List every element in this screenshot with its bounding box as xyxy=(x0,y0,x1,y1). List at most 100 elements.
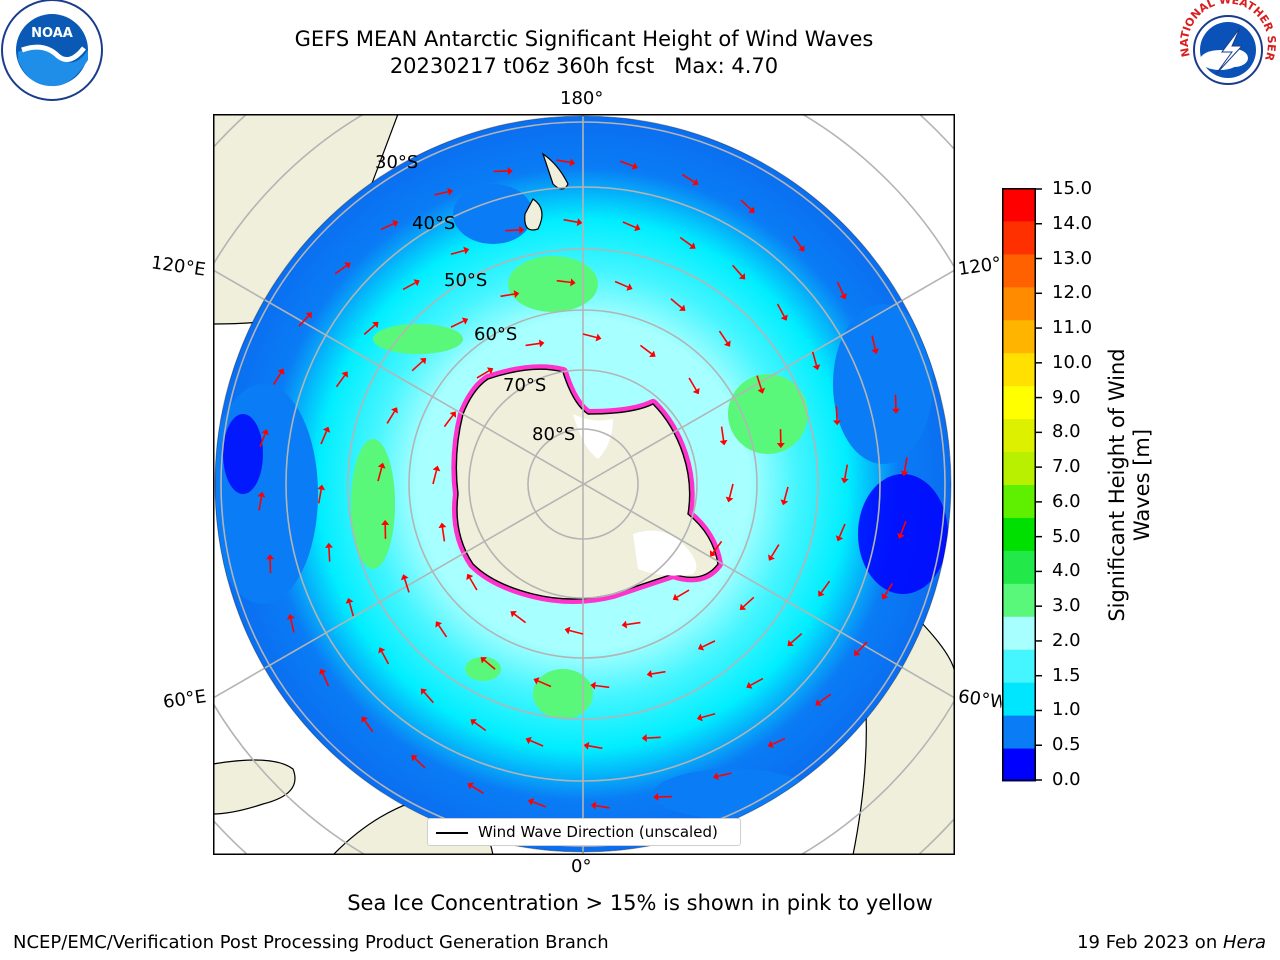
wind-wave-arrows xyxy=(257,158,909,810)
wind-arrow-shaft xyxy=(450,320,464,328)
wind-arrow-head xyxy=(344,262,351,269)
colorbar-tick-label: 1.0 xyxy=(1052,699,1081,721)
wind-arrow-head xyxy=(815,699,822,706)
wind-arrow-head xyxy=(719,439,728,446)
new-zealand-landmass xyxy=(524,152,569,231)
wind-arrow-head xyxy=(466,573,474,581)
wind-arrow-head xyxy=(564,626,571,635)
wind-arrow-head xyxy=(646,670,653,678)
wind-arrow-head xyxy=(839,293,847,300)
wind-arrow-head xyxy=(432,465,441,472)
wind-arrow-head xyxy=(748,206,755,213)
wind-arrow-shaft xyxy=(414,757,426,769)
wind-arrow-shaft xyxy=(381,651,390,665)
wind-arrow-shaft xyxy=(614,280,629,288)
wind-arrow-shaft xyxy=(469,577,478,591)
wind-arrow-shaft xyxy=(670,298,683,309)
colorbar-tick-label: 10.0 xyxy=(1052,351,1093,373)
wind-arrow-shaft xyxy=(473,721,487,732)
wind-arrow-shaft xyxy=(838,523,846,538)
colorbar-segment xyxy=(1002,418,1036,453)
lat-label-80s: 80°S xyxy=(532,424,576,445)
wind-arrow-shaft xyxy=(476,370,490,379)
wind-arrow-head xyxy=(525,736,532,745)
wind-arrow-shaft xyxy=(702,640,716,648)
lon-label-bottom: 0° xyxy=(571,856,592,877)
wind-arrow-shaft xyxy=(835,406,838,421)
colorbar-tick-label: 6.0 xyxy=(1052,490,1081,512)
wind-arrow-shaft xyxy=(317,489,322,504)
colorbar-tick-label: 11.0 xyxy=(1052,317,1093,339)
colorbar-tick-label: 13.0 xyxy=(1052,247,1093,269)
colorbar-segment xyxy=(1002,616,1036,650)
colorbar-segment xyxy=(1002,517,1036,551)
wind-arrow-shaft xyxy=(363,719,374,733)
wind-arrow-shaft xyxy=(513,613,527,624)
wind-arrow-shaft xyxy=(792,235,803,249)
wind-arrow-head xyxy=(840,477,849,484)
map-legend: Wind Wave Direction (unscaled) xyxy=(427,818,741,846)
wind-arrow-head xyxy=(319,668,327,675)
wind-arrow-head xyxy=(400,574,409,581)
footer-host: Hera xyxy=(1222,932,1266,953)
wind-arrow-head xyxy=(692,178,699,186)
wind-arrow-head xyxy=(725,496,734,503)
wind-arrow-head xyxy=(780,314,788,321)
wind-arrow-shaft xyxy=(701,712,716,719)
wind-arrow-shaft xyxy=(402,282,416,291)
colorbar-segment xyxy=(1002,451,1036,485)
colorbar-segment xyxy=(1002,352,1036,387)
wind-arrow-head xyxy=(776,442,785,449)
wind-arrow-head xyxy=(595,333,602,342)
wind-arrow-shaft xyxy=(335,374,346,388)
wind-arrow-shaft xyxy=(569,629,584,635)
wind-arrow-shaft xyxy=(790,633,803,644)
wind-arrow-shaft xyxy=(856,641,868,653)
colorbar-title-line-1: Significant Height of Wind xyxy=(1105,348,1129,622)
colorbar-segment xyxy=(1002,484,1036,518)
wind-arrow-head xyxy=(900,470,909,477)
wind-arrow-head xyxy=(897,532,905,539)
wind-arrow-head xyxy=(812,364,821,371)
wind-arrow-head xyxy=(697,643,705,651)
wind-arrow-shaft xyxy=(582,333,597,339)
wind-arrow-head xyxy=(818,590,825,597)
wind-arrow-head xyxy=(463,246,470,255)
wind-arrow-head xyxy=(871,348,880,355)
lon-label-upper-left: 120°E xyxy=(149,252,207,281)
wind-arrow-shaft xyxy=(556,279,571,284)
wind-arrow-shaft xyxy=(588,745,603,750)
wind-arrow-shaft xyxy=(258,496,263,511)
sea-ice-note: Sea Ice Concentration > 15% is shown in … xyxy=(347,891,933,915)
lat-label-60s: 60°S xyxy=(474,324,518,345)
wind-arrow-shaft xyxy=(411,360,424,372)
wind-arrow-head xyxy=(480,657,487,664)
wind-arrow-shaft xyxy=(820,580,831,594)
wind-arrow-head xyxy=(449,411,457,418)
wind-arrow-head xyxy=(689,242,696,249)
wind-arrow-head xyxy=(570,278,576,287)
wind-arrow-head xyxy=(257,491,266,498)
wind-arrow-head xyxy=(626,283,633,291)
lat-label-40s: 40°S xyxy=(412,213,456,234)
wind-arrow-shaft xyxy=(556,159,571,164)
wind-arrow-shaft xyxy=(443,414,454,428)
wind-arrow-shaft xyxy=(537,680,552,688)
colorbar-segment xyxy=(1002,220,1036,255)
wind-arrow-head xyxy=(286,613,295,620)
wind-arrow-head xyxy=(435,621,443,628)
wind-arrow-shaft xyxy=(811,351,818,366)
wind-arrow-shaft xyxy=(505,229,520,232)
wind-arrow-head xyxy=(341,371,348,378)
wind-arrow-shaft xyxy=(471,785,484,795)
wind-arrow-head xyxy=(470,719,477,726)
wind-arrow-head xyxy=(767,740,774,748)
wind-arrow-shaft xyxy=(818,693,832,704)
lon-label-top: 180° xyxy=(560,88,604,109)
wind-arrow-shaft xyxy=(320,430,328,445)
wind-arrow-shaft xyxy=(884,583,894,596)
wind-arrow-head xyxy=(798,245,805,252)
colorbar-tick-label: 15.0 xyxy=(1052,178,1093,199)
wind-arrow-head xyxy=(277,368,285,375)
colorbar-segment xyxy=(1002,715,1036,749)
